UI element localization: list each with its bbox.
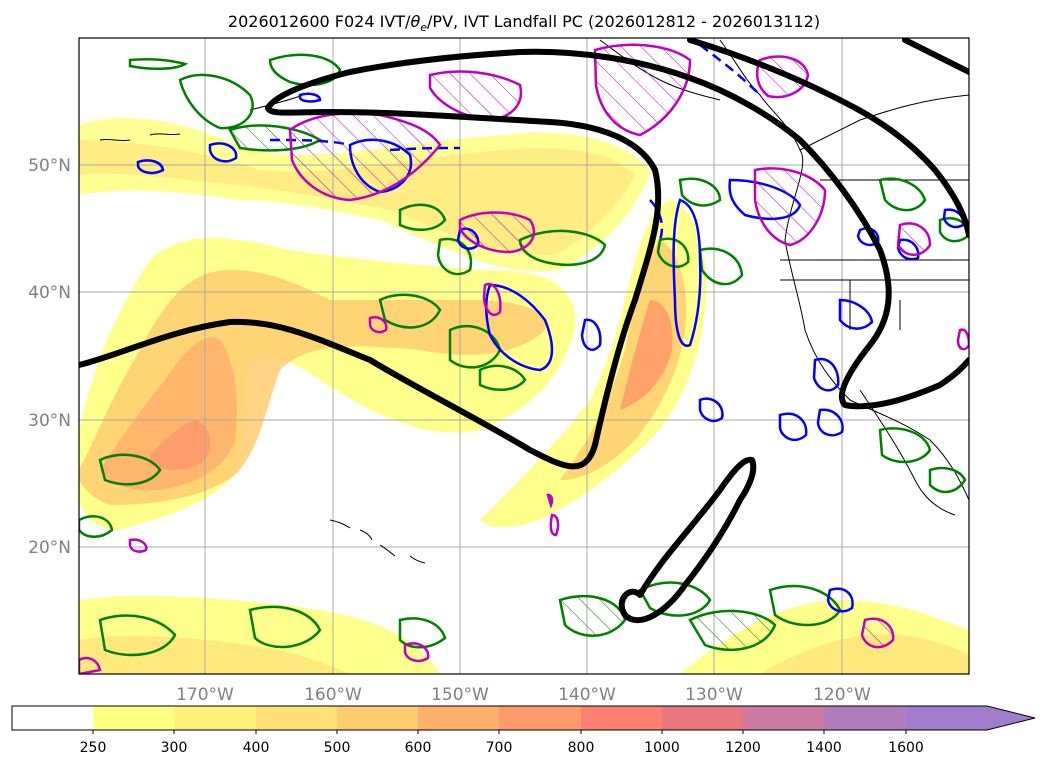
title-suffix: /PV, IVT Landfall PC (2026012812 - 20260… [427, 12, 820, 31]
longitude-labels: 170°W 160°W 150°W 140°W 130°W 120°W [176, 685, 871, 705]
lon-label-140w: 140°W [558, 685, 616, 705]
map-frame [78, 37, 970, 675]
colorbar-tick-1400: 1400 [806, 740, 842, 756]
title-prefix: 2026012600 F024 IVT/ [228, 12, 411, 31]
lat-label-30n: 30°N [28, 411, 71, 431]
colorbar-tick-1200: 1200 [725, 740, 761, 756]
lon-label-130w: 130°W [685, 685, 743, 705]
lat-label-20n: 20°N [28, 538, 71, 558]
colorbar-tick-400: 400 [243, 740, 270, 756]
colorbar-tick-700: 700 [486, 740, 513, 756]
colorbar-tick-800: 800 [568, 740, 595, 756]
lon-label-150w: 150°W [431, 685, 489, 705]
colorbar-tick-1000: 1000 [644, 740, 680, 756]
lat-label-40n: 40°N [28, 283, 71, 303]
colorbar-tick-600: 600 [405, 740, 432, 756]
map-title: 2026012600 F024 IVT/θe/PV, IVT Landfall … [228, 12, 820, 34]
colorbar: 250 300 400 500 600 700 800 1000 1200 14… [11, 705, 1036, 756]
lon-label-120w: 120°W [813, 685, 871, 705]
latitude-labels: 50°N 40°N 30°N 20°N [28, 156, 71, 558]
colorbar-tick-250: 250 [80, 740, 107, 756]
theta-e-hatch [230, 125, 775, 650]
lon-label-170w: 170°W [176, 685, 234, 705]
lat-label-50n: 50°N [28, 156, 71, 176]
map-area [79, 38, 969, 674]
title-theta: θ [410, 12, 420, 31]
gridlines [79, 38, 969, 674]
title-theta-sub: e [420, 21, 427, 34]
landfall-pc-contours [79, 38, 969, 624]
lon-label-160w: 160°W [304, 685, 362, 705]
colorbar-tick-300: 300 [161, 740, 188, 756]
colorbar-tick-1600: 1600 [888, 740, 924, 756]
colorbar-tick-500: 500 [324, 740, 351, 756]
